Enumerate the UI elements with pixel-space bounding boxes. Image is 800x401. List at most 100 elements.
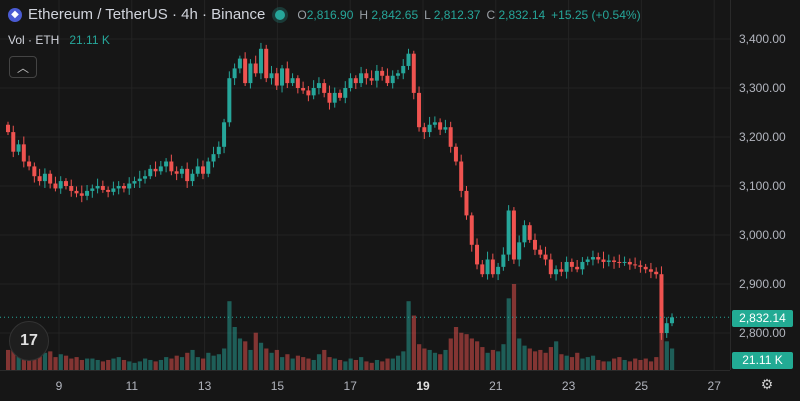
volume-bar — [359, 357, 364, 370]
candle-body — [348, 78, 353, 88]
candle-body — [612, 260, 617, 262]
open-label: O — [297, 7, 307, 22]
volume-bar — [295, 355, 301, 370]
candle-body — [464, 190, 469, 216]
candle-body — [501, 254, 506, 267]
volume-bar — [401, 351, 406, 370]
volume-bar — [111, 358, 116, 370]
candle-body — [227, 78, 232, 123]
candle-body — [69, 186, 74, 191]
volume-bar — [132, 362, 137, 370]
candle-body — [158, 166, 163, 172]
time-tick-label: 21 — [489, 379, 503, 393]
candle-body — [311, 88, 316, 96]
price-tick-label: 3,400.00 — [739, 32, 786, 46]
volume-bar — [332, 358, 337, 370]
volume-bar — [311, 359, 316, 370]
candle-body — [148, 168, 153, 177]
time-tick-label: 11 — [126, 379, 139, 393]
volume-bar — [590, 355, 596, 370]
volume-bar — [569, 357, 575, 370]
gear-icon[interactable]: ⚙ — [760, 376, 774, 392]
market-status-icon[interactable] — [275, 9, 286, 20]
volume-bar — [506, 298, 511, 370]
volume-bar — [148, 359, 153, 370]
volume-bar — [432, 352, 438, 370]
candle-body — [480, 264, 485, 275]
volume-bar — [575, 352, 580, 370]
price-tick-label: 3,100.00 — [739, 179, 786, 193]
collapse-legend-button[interactable]: ︿ — [9, 56, 37, 78]
candle-body — [143, 176, 148, 179]
volume-bar — [32, 354, 37, 370]
candle-body — [74, 190, 79, 194]
candle-body — [617, 261, 622, 263]
candle-body — [121, 186, 126, 189]
volume-bar — [427, 349, 432, 370]
volume-bar — [517, 338, 522, 370]
time-axis[interactable]: 9 11 13 15 17 19 21 23 25 27 — [0, 370, 730, 401]
candle-body — [532, 239, 537, 250]
candle-body — [438, 122, 443, 130]
volume-bar — [264, 348, 269, 370]
volume-bar — [617, 357, 622, 370]
volume-bar — [532, 351, 538, 370]
time-tick-label: 27 — [708, 379, 722, 393]
price-tick-label: 3,200.00 — [739, 130, 786, 144]
symbol-title[interactable]: Ethereum / TetherUS · 4h · Binance — [28, 6, 266, 23]
low-value: 2,812.37 — [433, 7, 481, 22]
time-tick-label: 15 — [271, 379, 285, 393]
volume-bar — [448, 338, 453, 370]
candle-body — [580, 261, 585, 270]
candle-body — [527, 225, 532, 240]
open-value: 2,816.90 — [306, 7, 354, 22]
candle-body — [316, 83, 321, 88]
candle-body — [548, 259, 553, 275]
volume-bar — [190, 349, 195, 370]
price-chart[interactable] — [0, 0, 730, 370]
candle-body — [522, 225, 527, 243]
tradingview-logo[interactable]: 17 — [9, 321, 49, 361]
candle-body — [359, 73, 364, 84]
candle-body — [248, 63, 253, 84]
volume-bar — [248, 349, 253, 370]
candle-body — [327, 92, 332, 103]
candle-body — [274, 73, 279, 86]
volume-bar — [659, 312, 664, 370]
candle-body — [48, 173, 53, 184]
chevron-up-icon: ︿ — [16, 60, 29, 75]
candle-body — [332, 92, 337, 103]
volume-bar — [285, 354, 290, 370]
candle-body — [195, 166, 200, 174]
volume-bar — [258, 342, 264, 370]
volume-bar — [606, 361, 611, 370]
volume-bar — [42, 352, 48, 370]
volume-bar — [406, 301, 411, 370]
candle-body — [95, 186, 100, 189]
candle-body — [16, 144, 21, 152]
candle-body — [200, 166, 205, 174]
candle-body — [169, 161, 174, 172]
volume-bar — [501, 344, 506, 370]
candle-body — [190, 173, 195, 182]
volume-bar — [348, 358, 353, 370]
volume-bar — [422, 348, 427, 370]
volume-bar — [538, 349, 543, 370]
volume-bar — [670, 348, 675, 370]
candle-body — [511, 210, 516, 260]
volume-bar — [11, 347, 16, 370]
high-value: 2,842.65 — [371, 7, 419, 22]
price-tick-label: 2,800.00 — [739, 326, 786, 340]
candle-body — [517, 242, 522, 260]
candle-body — [422, 127, 427, 133]
volume-bar — [554, 341, 559, 370]
volume-bar — [16, 348, 21, 370]
candle-body — [643, 266, 648, 270]
volume-bar — [411, 315, 416, 370]
volume-bar — [158, 359, 164, 370]
volume-label: Vol · ETH — [8, 33, 60, 47]
volume-badge: 21.11 K — [732, 352, 793, 369]
candle-body — [185, 168, 190, 182]
price-scale[interactable]: 3,400.00 3,300.00 3,200.00 3,100.00 3,000.00… — [730, 0, 800, 370]
candle-body — [417, 92, 422, 128]
